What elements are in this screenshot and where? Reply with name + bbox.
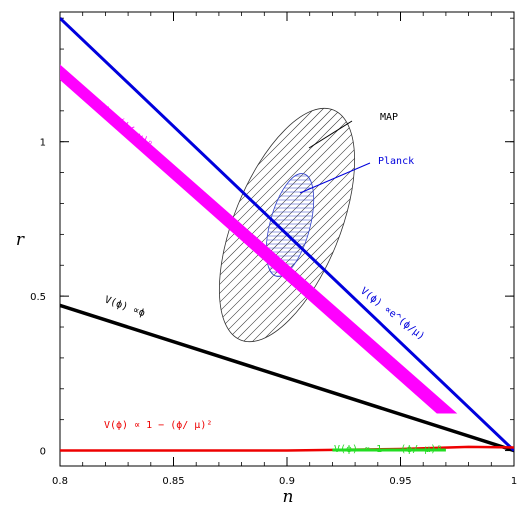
x-axis-ticks: 0.8 0.85 0.9 0.95 1 bbox=[52, 12, 517, 487]
map-hatch-line bbox=[455, 80, 528, 400]
x-tick-label: 1 bbox=[511, 476, 517, 487]
map-hatch-line bbox=[319, 90, 383, 360]
map-hatch-line bbox=[310, 90, 383, 360]
map-hatch-line bbox=[191, 90, 383, 360]
y-axis-label: r bbox=[16, 230, 25, 250]
x-tick-label: 0.85 bbox=[162, 476, 184, 487]
map-hatch-line bbox=[518, 80, 528, 400]
map-hatch-line bbox=[191, 90, 383, 360]
planck-label: Planck bbox=[378, 156, 414, 167]
series-exp-line bbox=[60, 17, 514, 452]
map-hatch-line bbox=[191, 90, 218, 360]
planck-leader-line bbox=[299, 162, 371, 194]
map-hatch-line bbox=[464, 80, 528, 400]
map-hatch-line bbox=[0, 80, 163, 400]
map-hatch-line bbox=[191, 90, 308, 360]
x-tick-label: 0.95 bbox=[389, 476, 411, 487]
map-hatch-line bbox=[191, 90, 200, 360]
map-hatch-line bbox=[191, 90, 383, 360]
linear-label: V(ϕ) ∝ϕ bbox=[103, 294, 146, 319]
map-hatch-line bbox=[428, 80, 528, 400]
map-hatch-line bbox=[446, 80, 528, 400]
power-label: V(ϕ) ∝(ϕ/ μ)ᵖ bbox=[86, 94, 154, 151]
map-hatch-line bbox=[0, 80, 190, 400]
x-tick-label: 0.8 bbox=[52, 476, 68, 487]
map-hatch-line bbox=[191, 90, 383, 360]
map-hatch-line bbox=[191, 90, 281, 360]
map-hatch-line bbox=[283, 90, 383, 360]
map-region bbox=[0, 80, 528, 400]
map-hatch-line bbox=[473, 80, 528, 400]
map-hatch-line bbox=[0, 80, 181, 400]
x-tick-label: 0.9 bbox=[279, 476, 295, 487]
y-tick-label: 0.5 bbox=[30, 292, 46, 303]
series-power-band bbox=[60, 64, 458, 414]
pth-label: V(ϕ) ∝ 1 − (ϕ/ μ)ᵖ bbox=[334, 444, 442, 455]
series-linear-line bbox=[60, 303, 514, 453]
map-label: MAP bbox=[380, 112, 398, 123]
map-hatch-line bbox=[383, 80, 528, 400]
map-hatch-line bbox=[191, 90, 383, 360]
map-hatch-line bbox=[482, 80, 528, 400]
map-hatch-line bbox=[410, 80, 528, 400]
map-hatch-line bbox=[191, 90, 383, 360]
map-hatch-line bbox=[328, 90, 383, 360]
map-hatch-line bbox=[191, 90, 380, 360]
map-outline bbox=[218, 107, 356, 343]
y-tick-label: 0 bbox=[40, 447, 46, 458]
map-hatch-line bbox=[373, 90, 383, 360]
y-axis-ticks: 00.51 bbox=[30, 17, 514, 458]
map-hatch-line bbox=[191, 90, 227, 360]
x-axis-label: n bbox=[283, 487, 294, 507]
map-hatch-line bbox=[191, 90, 344, 360]
map-hatch-line bbox=[491, 80, 528, 400]
map-hatch-line bbox=[401, 80, 528, 400]
y-tick-label: 1 bbox=[40, 138, 46, 149]
map-hatch-line bbox=[509, 80, 528, 400]
quadratic-label: V(ϕ) ∝ 1 − (ϕ/ μ)² bbox=[104, 420, 212, 431]
map-hatch-line bbox=[0, 80, 172, 400]
map-leader-line bbox=[308, 120, 353, 149]
map-hatch-line bbox=[337, 90, 383, 360]
plot-frame bbox=[59, 11, 515, 467]
plot-area bbox=[0, 17, 528, 453]
map-hatch-line bbox=[364, 90, 383, 360]
map-hatch-line bbox=[419, 80, 528, 400]
